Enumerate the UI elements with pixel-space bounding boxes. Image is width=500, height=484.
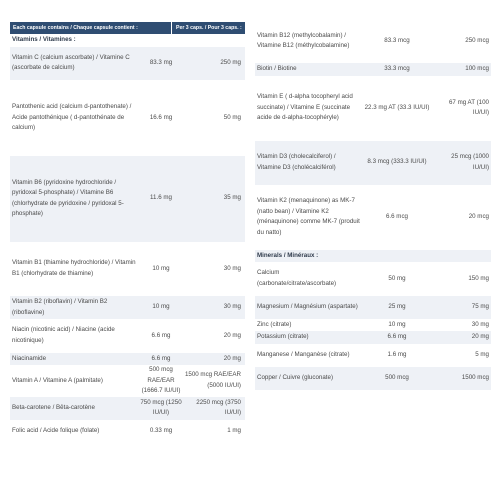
- per-3-caps-amount: 30 mg: [471, 320, 489, 328]
- nutrient-name: Vitamin E ( d-alpha tocopheryl acid succ…: [257, 93, 353, 122]
- nutrient-row: Potassium (citrate) 6.6 mg 20 mg: [255, 331, 491, 344]
- per-3-caps-amount: 1500 mcg RAE/EAR (5000 IU/UI): [184, 371, 241, 389]
- nutrient-name: Vitamin B6 (pyridoxine hydrochloride / p…: [12, 178, 124, 218]
- per-capsule-amount: 33.3 mcg: [384, 65, 410, 72]
- per-capsule-amount: 6.6 mg: [387, 333, 407, 340]
- nutrient-row: Vitamin A / Vitamine A (palmitate) 500 mc…: [10, 365, 245, 397]
- nutrient-name: Vitamin A / Vitamine A (palmitate): [12, 376, 103, 384]
- nutrient-row: Vitamin C (calcium ascorbate) / Vitamine…: [10, 46, 245, 80]
- nutrient-row: Calcium (carbonate/citrate/ascorbate) 50 …: [255, 262, 491, 296]
- table-header: Each capsule contains / Chaque capsule c…: [10, 22, 245, 34]
- per-capsule-amount: 10 mg: [388, 320, 406, 328]
- per-capsule-amount: 6.6 mcg: [385, 212, 408, 220]
- per-capsule-amount: 6.6 mg: [151, 354, 171, 362]
- right-column: Vitamin B12 (methylcobalamin) / Vitamine…: [255, 19, 491, 390]
- nutrient-name: Vitamin B1 (thiamine hydrochloride) / Vi…: [12, 259, 136, 277]
- per-capsule-amount: 500 mcg RAE/EAR (1666.7 IU/UI): [141, 366, 181, 394]
- nutrient-name: Manganese / Manganèse (citrate): [257, 350, 350, 358]
- per-3-caps-amount: 2250 mcg (3750 IU/UI): [196, 398, 241, 417]
- per-3-caps-amount: 75 mg: [471, 302, 489, 310]
- section-heading-row: Vitamins / Vitamines :: [10, 34, 245, 47]
- nutrient-name: Vitamin C (calcium ascorbate) / Vitamine…: [12, 53, 130, 72]
- nutrient-row: Vitamin B12 (methylcobalamin) / Vitamine…: [255, 19, 491, 63]
- nutrient-name: Copper / Cuivre (gluconate): [257, 373, 334, 381]
- per-3-caps-amount: 67 mg AT (100 IU/UI): [448, 98, 489, 117]
- nutrient-row: Vitamin B2 (riboflavin) / Vitamin B2 (ri…: [10, 296, 245, 319]
- nutrient-row: Manganese / Manganèse (citrate) 1.6 mg 5 m…: [255, 344, 491, 367]
- per-capsule-amount: 11.6 mg: [150, 194, 172, 202]
- nutrient-name: Niacinamide: [12, 354, 47, 362]
- per-capsule-amount: 6.6 mg: [151, 331, 171, 339]
- nutrient-name: Biotin / Biotine: [257, 65, 297, 72]
- nutrient-name: Zinc (citrate): [257, 320, 292, 328]
- nutrient-row: Biotin / Biotine 33.3 mcg 100 mcg: [255, 63, 491, 76]
- per-capsule-amount: 16.6 mg: [149, 113, 173, 121]
- nutrient-row: Magnesium / Magnésium (aspartate) 25 mg 75…: [255, 295, 491, 319]
- per-capsule-amount: 83.3 mcg: [384, 36, 410, 44]
- per-capsule-amount: 1.6 mg: [387, 350, 407, 358]
- left-column: Each capsule contains / Chaque capsule c…: [10, 22, 245, 443]
- section-heading-row: Minerals / Minéraux :: [255, 249, 491, 262]
- nutrient-name: Folic acid / Acide folique (folate): [12, 426, 100, 434]
- nutrient-name: Vitamin B2 (riboflavin) / Vitamin B2 (ri…: [12, 298, 108, 316]
- nutrient-row: Folic acid / Acide folique (folate) 0.33 …: [10, 420, 245, 443]
- nutrient-row: Zinc (citrate) 10 mg 30 mg: [255, 319, 491, 332]
- nutrient-name: Magnesium / Magnésium (aspartate): [257, 302, 358, 310]
- per-3-caps-amount: 1500 mcg: [461, 373, 489, 381]
- per-3-caps-amount: 250 mg: [220, 59, 241, 66]
- per-capsule-amount: 10 mg: [152, 264, 170, 272]
- per-capsule-amount: 10 mg: [152, 303, 170, 311]
- per-capsule-amount: 50 mg: [388, 274, 406, 282]
- per-capsule-amount: 83.3 mg: [149, 59, 173, 66]
- per-3-caps-amount: 20 mg: [223, 331, 241, 339]
- nutrient-row: Vitamin K2 (menaquinone) as MK-7 (natto …: [255, 185, 491, 250]
- per-3-caps-amount: 20 mg: [471, 333, 489, 340]
- per-3-caps-amount: 30 mg: [223, 303, 241, 311]
- header-per3: Per 3 caps. / Pour 3 caps. :: [176, 25, 242, 31]
- per-3-caps-amount: 5 mg: [475, 350, 489, 358]
- nutrient-name: Vitamins / Vitamines :: [12, 36, 76, 43]
- per-capsule-amount: 22.3 mg AT (33.3 IU/UI): [364, 103, 430, 111]
- nutrient-row: Niacinamide 6.6 mg 20 mg: [10, 352, 245, 365]
- per-3-caps-amount: 100 mcg: [465, 65, 489, 72]
- per-3-caps-amount: 250 mcg: [465, 36, 489, 44]
- nutrient-row: Pantothenic acid (calcium d-pantothenate…: [10, 80, 245, 156]
- nutrient-name: Pantothenic acid (calcium d-pantothenate…: [12, 103, 132, 131]
- nutrient-name: Minerals / Minéraux :: [257, 251, 319, 259]
- per-3-caps-amount: 20 mg: [223, 354, 241, 362]
- left-table-body: Vitamins / Vitamines : Vitamin C (calcium…: [10, 34, 245, 443]
- nutrient-name: Beta-carotene / Bêta-carotène: [12, 403, 95, 411]
- nutrient-name: Calcium (carbonate/citrate/ascorbate): [257, 269, 337, 287]
- nutrient-row: Vitamin E ( d-alpha tocopheryl acid succ…: [255, 76, 491, 141]
- nutrient-row: Niacin (nicotinic acid) / Niacine (acide…: [10, 319, 245, 353]
- nutrient-row: Vitamin D3 (cholecalciferol) / Vitamine …: [255, 140, 491, 185]
- per-3-caps-amount: 35 mg: [223, 194, 241, 202]
- per-3-caps-amount: 30 mg: [223, 264, 241, 272]
- per-capsule-amount: 25 mg: [388, 302, 406, 310]
- per-capsule-amount: 8.3 mcg (333.3 IU/UI): [367, 158, 427, 166]
- per-capsule-amount: 0.33 mg: [149, 426, 173, 434]
- right-table-body: Vitamin B12 (methylcobalamin) / Vitamine…: [255, 19, 491, 390]
- nutrient-row: Vitamin B1 (thiamine hydrochloride) / Vi…: [10, 242, 245, 297]
- per-3-caps-amount: 1 mg: [227, 426, 241, 434]
- per-capsule-amount: 750 mcg (1250 IU/UI): [140, 398, 182, 417]
- per-3-caps-amount: 25 mcg (1000 IU/UI): [451, 153, 489, 171]
- nutrient-name: Niacin (nicotinic acid) / Niacine (acide…: [12, 326, 115, 344]
- per-3-caps-amount: 150 mg: [468, 274, 489, 282]
- nutrient-row: Beta-carotene / Bêta-carotène 750 mcg (12…: [10, 396, 245, 420]
- nutrient-row: Vitamin B6 (pyridoxine hydrochloride / p…: [10, 155, 245, 242]
- nutrient-name: Vitamin D3 (cholecalciferol) / Vitamine …: [257, 153, 336, 171]
- nutrient-row: Copper / Cuivre (gluconate) 500 mcg 1500 m…: [255, 366, 491, 390]
- per-3-caps-amount: 20 mcg: [468, 212, 489, 220]
- nutrient-name: Vitamin K2 (menaquinone) as MK-7 (natto …: [257, 197, 360, 236]
- header-contents: Each capsule contains / Chaque capsule c…: [10, 22, 172, 34]
- nutrient-name: Vitamin B12 (methylcobalamin) / Vitamine…: [257, 31, 350, 50]
- per-3-caps-amount: 50 mg: [223, 113, 241, 121]
- per-capsule-amount: 500 mcg: [385, 373, 409, 381]
- nutrient-name: Potassium (citrate): [257, 333, 309, 340]
